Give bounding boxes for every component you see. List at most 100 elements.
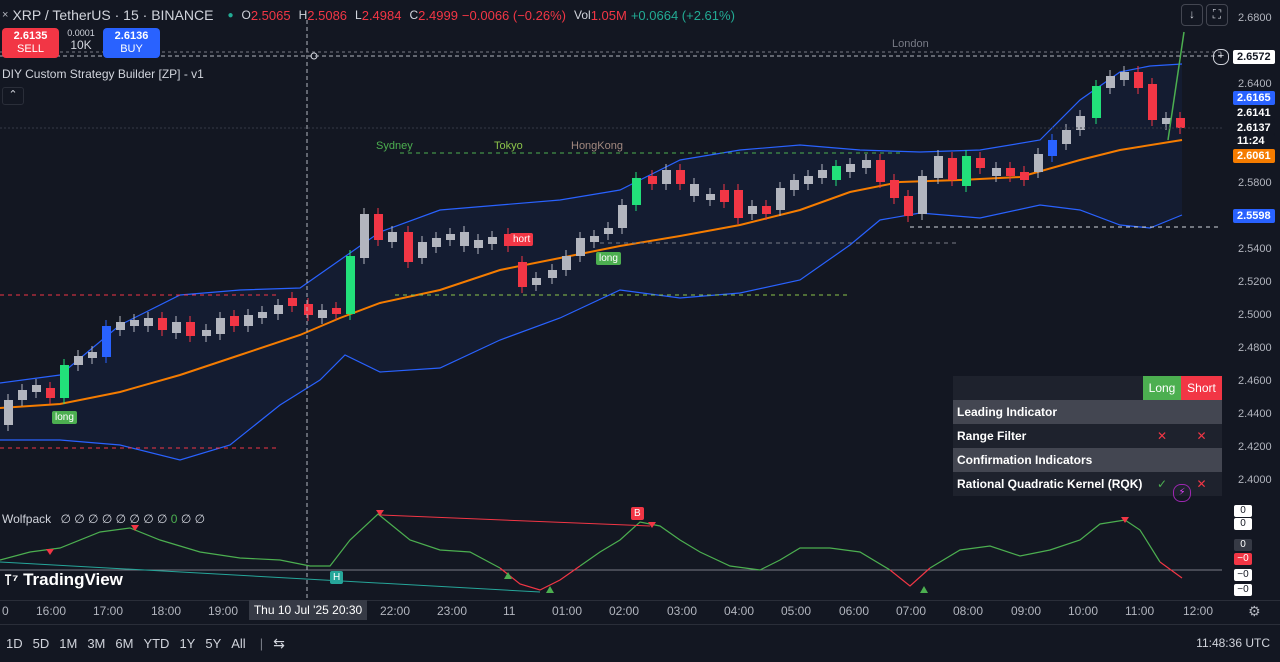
symbol-title[interactable]: XRP / TetherUS · 15 · BINANCE (12, 7, 214, 23)
candle-body (4, 400, 13, 425)
add-alert-icon[interactable]: + (1213, 49, 1229, 65)
candle-body (734, 190, 743, 218)
candle-body (532, 278, 541, 285)
candle-body (1092, 86, 1101, 118)
short-signal-tag: hort (510, 233, 534, 246)
sell-button[interactable]: 2.6135 SELL (2, 28, 59, 58)
price-tick: 2.6800 (1238, 12, 1272, 24)
range-1d[interactable]: 1D (6, 636, 23, 651)
cross-icon: ✕ (1196, 429, 1207, 443)
price-tick: 2.4000 (1238, 474, 1272, 486)
candle-body (576, 238, 585, 256)
candle-body (706, 194, 715, 200)
high-label: H (298, 8, 308, 22)
crosshair-price-label: 2.6572 (1233, 50, 1275, 64)
session-sydney: Sydney (376, 140, 413, 152)
osc-line-up (0, 513, 501, 569)
time-tick: 10:00 (1068, 604, 1099, 618)
row-label: Leading Indicator (957, 405, 1058, 419)
band-lower-line (0, 204, 1183, 461)
candle-body (934, 156, 943, 178)
candle-body (1176, 118, 1185, 128)
projection-line (1167, 31, 1185, 141)
candle-body (662, 170, 671, 184)
chevron-up-icon[interactable]: ⌃ (2, 87, 24, 105)
candle-body (446, 234, 455, 240)
quantity-value: 10K (70, 38, 92, 52)
candle-body (474, 240, 483, 248)
buy-arrow-icon (920, 586, 928, 593)
row-label: Rational Quadratic Kernel (RQK) (957, 477, 1143, 491)
date-range-icon[interactable]: ⇆ (273, 635, 285, 651)
quantity-field[interactable]: 0.0001 10K (62, 28, 100, 52)
candle-body (1048, 140, 1057, 156)
candle-body (1162, 118, 1171, 124)
candle-body (360, 214, 369, 258)
close-icon[interactable]: × (2, 9, 9, 21)
tradingview-logo[interactable]: ⊺⁷ TradingView (4, 570, 123, 590)
candle-body (216, 318, 225, 334)
candle-body (762, 206, 771, 214)
spread-value: 0.0001 (67, 28, 95, 38)
strategy-table: Long Short Leading Indicator Range Filte… (953, 376, 1222, 496)
lightning-icon[interactable]: ⚡ (1173, 484, 1191, 502)
countdown-label: 11:24 (1233, 134, 1275, 148)
table-header-row: Long Short (953, 376, 1222, 400)
range-6m[interactable]: 6M (115, 636, 134, 651)
price-tick: 2.4800 (1238, 342, 1272, 354)
time-tick: 11:00 (1125, 604, 1155, 618)
price-tick: 2.6400 (1238, 78, 1272, 90)
candle-body (720, 190, 729, 202)
candle-body (46, 388, 55, 398)
candle-body (876, 160, 885, 182)
candle-body (562, 256, 571, 270)
range-ytd[interactable]: YTD (143, 636, 170, 651)
candle-body (418, 242, 427, 258)
candle-body (346, 256, 355, 314)
low-label: L (355, 8, 362, 22)
time-tick: 12:00 (1183, 604, 1214, 618)
fullscreen-icon[interactable]: ⛶ (1206, 4, 1228, 26)
table-row: Leading Indicator (953, 400, 1222, 424)
scroll-down-icon[interactable]: ↓ (1181, 4, 1203, 26)
candle-body (1120, 72, 1129, 80)
time-tick: 22:00 (380, 604, 411, 618)
osc-label: 0 (1234, 518, 1252, 530)
candle-body (1076, 116, 1085, 130)
candle-body (460, 232, 469, 246)
time-tick: 04:00 (724, 604, 755, 618)
buy-arrow-icon (546, 586, 554, 593)
range-all[interactable]: All (231, 636, 246, 651)
oscillator-plot (0, 510, 1222, 593)
buy-button[interactable]: 2.6136 BUY (103, 28, 160, 58)
osc-line-down (1159, 561, 1183, 579)
candle-body (962, 156, 971, 186)
close-price-label: 2.6137 (1233, 121, 1275, 135)
sell-price: 2.6135 (13, 30, 48, 42)
time-axis[interactable] (0, 600, 1280, 623)
long-signal-tag: long (52, 411, 77, 424)
osc-line-up (929, 519, 1161, 569)
range-1y[interactable]: 1Y (179, 636, 196, 651)
oscillator-title[interactable]: Wolfpack ∅ ∅ ∅ ∅ ∅ ∅ ∅ ∅ 0 ∅ ∅ (2, 512, 205, 526)
range-5y[interactable]: 5Y (205, 636, 222, 651)
divider: | (259, 636, 264, 651)
osc-line-down (499, 565, 581, 591)
time-tick: 11 (503, 604, 516, 618)
range-5d[interactable]: 5D (32, 636, 50, 651)
utc-clock[interactable]: 11:48:36 UTC (1196, 636, 1270, 650)
candle-body (992, 168, 1001, 176)
sell-arrow-icon (1121, 517, 1129, 523)
range-3m[interactable]: 3M (87, 636, 106, 651)
candle-body (332, 308, 341, 314)
time-tick: 19:00 (208, 604, 239, 618)
range-1m[interactable]: 1M (59, 636, 78, 651)
session-london: London (892, 38, 929, 50)
price-tick: 2.4600 (1238, 375, 1272, 387)
settings-gear-icon[interactable]: ⚙ (1248, 603, 1261, 619)
candle-body (172, 322, 181, 333)
indicator-title[interactable]: DIY Custom Strategy Builder [ZP] - v1 (2, 67, 204, 81)
candle-body (288, 298, 297, 306)
time-tick: 01:00 (552, 604, 583, 618)
